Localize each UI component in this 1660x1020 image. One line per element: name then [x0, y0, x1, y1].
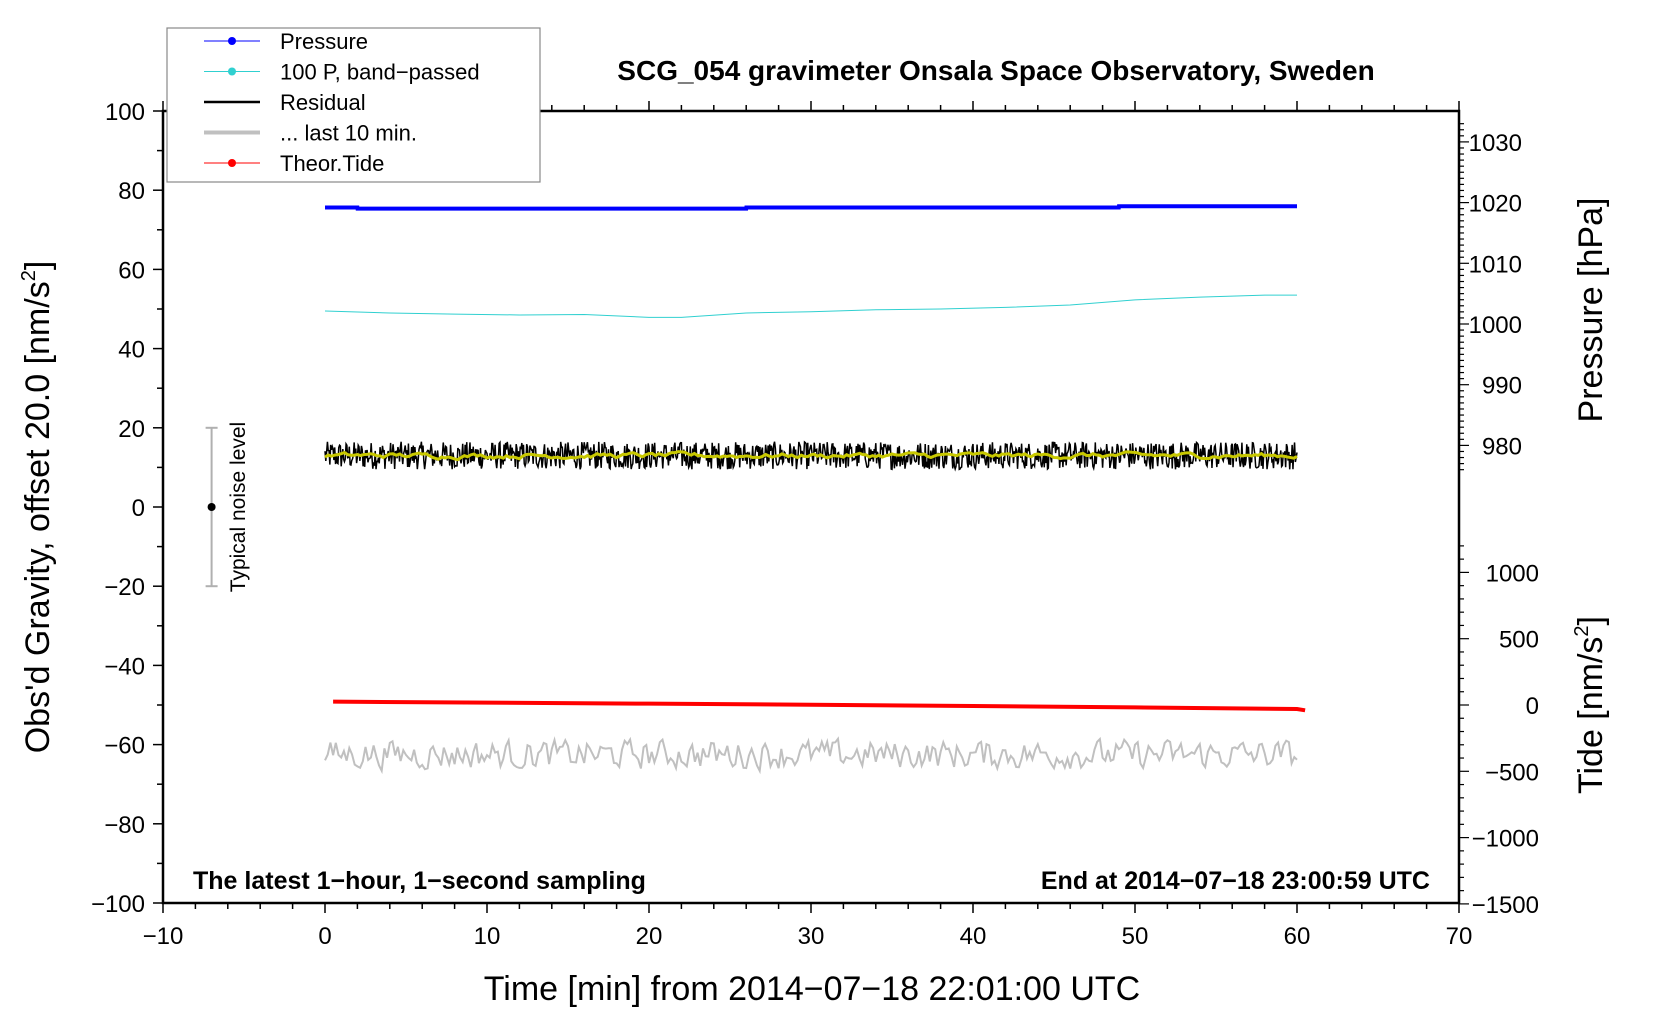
x-tick-label: 0 — [318, 923, 331, 950]
pressure-tick-label: 1000 — [1469, 312, 1522, 339]
series-pressure — [325, 204, 1297, 211]
y-tick-label: −60 — [104, 733, 145, 760]
tide-axis-label-end: ] — [1572, 616, 1610, 625]
legend-marker — [228, 37, 236, 45]
y-tick-label: −40 — [104, 653, 145, 680]
y-tick-label: 40 — [118, 337, 145, 364]
y-tick-label: 60 — [118, 257, 145, 284]
tide-axis-label-sup: 2 — [1571, 625, 1593, 636]
legend-label: Residual — [280, 90, 366, 115]
y-tick-label: 0 — [132, 495, 145, 522]
tide-axis-label: Tide [nm/s2] — [1571, 616, 1610, 794]
legend-label: ... last 10 min. — [280, 121, 417, 146]
x-tick-label: 30 — [798, 923, 825, 950]
legend-label: Theor.Tide — [280, 151, 384, 176]
x-tick-label: 50 — [1122, 923, 1149, 950]
series-100-p-band-passed — [324, 294, 1297, 318]
y-axis-label-end: ] — [19, 261, 57, 270]
pressure-tick-label: 980 — [1482, 433, 1522, 460]
series-residual-smoothed — [324, 450, 1298, 462]
legend-marker — [228, 159, 236, 167]
annotation-right: End at 2014−07−18 23:00:59 UTC — [1041, 867, 1430, 895]
noise-bar-center — [207, 503, 216, 511]
x-tick-label: 70 — [1446, 923, 1473, 950]
pressure-axis-label: Pressure [hPa] — [1572, 198, 1610, 423]
x-tick-label: 10 — [474, 923, 501, 950]
series--last-10-min- — [324, 736, 1298, 775]
chart-title: SCG_054 gravimeter Onsala Space Observat… — [617, 55, 1374, 86]
tide-tick-label: 0 — [1526, 693, 1539, 720]
tide-tick-label: −1000 — [1472, 826, 1539, 853]
x-tick-label: −10 — [143, 923, 184, 950]
y-axis-label-text: Obs'd Gravity, offset 20.0 [nm/s — [19, 281, 57, 753]
y-tick-label: −20 — [104, 574, 145, 601]
tide-tick-label: −1500 — [1472, 892, 1539, 919]
legend-box — [166, 27, 541, 183]
series-theor-tide — [333, 699, 1306, 713]
noise-label: Typical noise level — [227, 422, 250, 592]
plot-area: −10 0 10 20 30 40 50 60 70−100−80−60−40−20020406… — [91, 99, 1539, 950]
plot-frame — [161, 109, 1461, 905]
y-tick-label: −80 — [104, 812, 145, 839]
tide-tick-label: −500 — [1485, 759, 1539, 786]
x-tick-label: 60 — [1284, 923, 1311, 950]
x-tick-label: 40 — [960, 923, 987, 950]
legend-label: 100 P, band−passed — [280, 60, 480, 85]
y-tick-label: 80 — [118, 178, 145, 205]
pressure-tick-label: 1010 — [1469, 251, 1522, 278]
legend: Pressure 100 P, band−passed Residual ... la… — [166, 27, 541, 183]
y-tick-label: 100 — [105, 99, 145, 126]
legend-label: Pressure — [280, 29, 368, 54]
x-tick-label: 20 — [636, 923, 663, 950]
series-residual — [324, 440, 1298, 472]
pressure-tick-label: 990 — [1482, 373, 1522, 400]
legend-marker — [228, 67, 236, 76]
x-axis-label: Time [min] from 2014−07−18 22:01:00 UTC — [484, 970, 1140, 1008]
y-axis-label-sup: 2 — [18, 270, 40, 281]
tide-tick-label: 1000 — [1486, 560, 1539, 587]
pressure-tick-label: 1020 — [1469, 191, 1522, 218]
y-tick-label: −100 — [91, 891, 145, 918]
annotation-left: The latest 1−hour, 1−second sampling — [193, 867, 646, 895]
tide-axis-label-text: Tide [nm/s — [1572, 637, 1610, 794]
pressure-tick-label: 1030 — [1469, 130, 1522, 157]
y-tick-label: 20 — [118, 416, 145, 443]
y-axis-label: Obs'd Gravity, offset 20.0 [nm/s2] — [18, 261, 57, 754]
tide-tick-label: 500 — [1499, 627, 1539, 654]
